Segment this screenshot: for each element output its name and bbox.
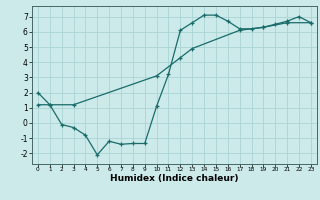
X-axis label: Humidex (Indice chaleur): Humidex (Indice chaleur) [110, 174, 239, 183]
